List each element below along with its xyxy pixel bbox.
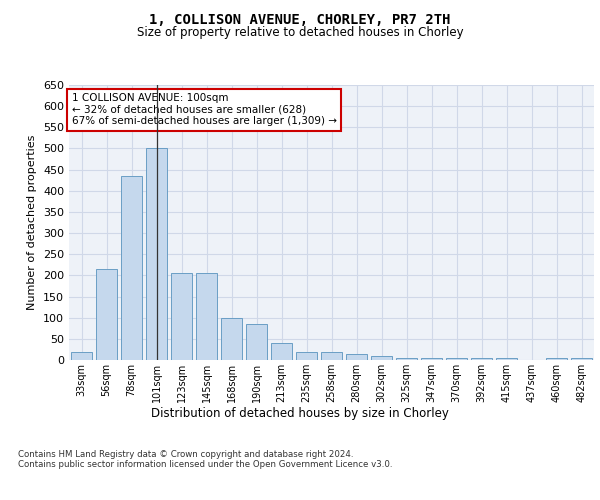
Bar <box>196 274 217 360</box>
Bar <box>571 358 592 360</box>
Bar <box>321 352 342 360</box>
Bar <box>346 354 367 360</box>
Bar <box>71 352 92 360</box>
Text: 1 COLLISON AVENUE: 100sqm
← 32% of detached houses are smaller (628)
67% of semi: 1 COLLISON AVENUE: 100sqm ← 32% of detac… <box>71 93 337 126</box>
Bar <box>121 176 142 360</box>
Text: Contains HM Land Registry data © Crown copyright and database right 2024.
Contai: Contains HM Land Registry data © Crown c… <box>18 450 392 469</box>
Bar <box>146 148 167 360</box>
Bar <box>296 352 317 360</box>
Text: 1, COLLISON AVENUE, CHORLEY, PR7 2TH: 1, COLLISON AVENUE, CHORLEY, PR7 2TH <box>149 12 451 26</box>
Bar <box>246 324 267 360</box>
Bar <box>396 358 417 360</box>
Bar <box>546 358 567 360</box>
Bar <box>271 343 292 360</box>
Bar <box>421 358 442 360</box>
Y-axis label: Number of detached properties: Number of detached properties <box>28 135 37 310</box>
Bar <box>446 358 467 360</box>
Bar <box>471 358 492 360</box>
Text: Size of property relative to detached houses in Chorley: Size of property relative to detached ho… <box>137 26 463 39</box>
Bar <box>221 318 242 360</box>
Bar <box>371 356 392 360</box>
Text: Distribution of detached houses by size in Chorley: Distribution of detached houses by size … <box>151 408 449 420</box>
Bar <box>171 274 192 360</box>
Bar <box>496 358 517 360</box>
Bar <box>96 269 117 360</box>
